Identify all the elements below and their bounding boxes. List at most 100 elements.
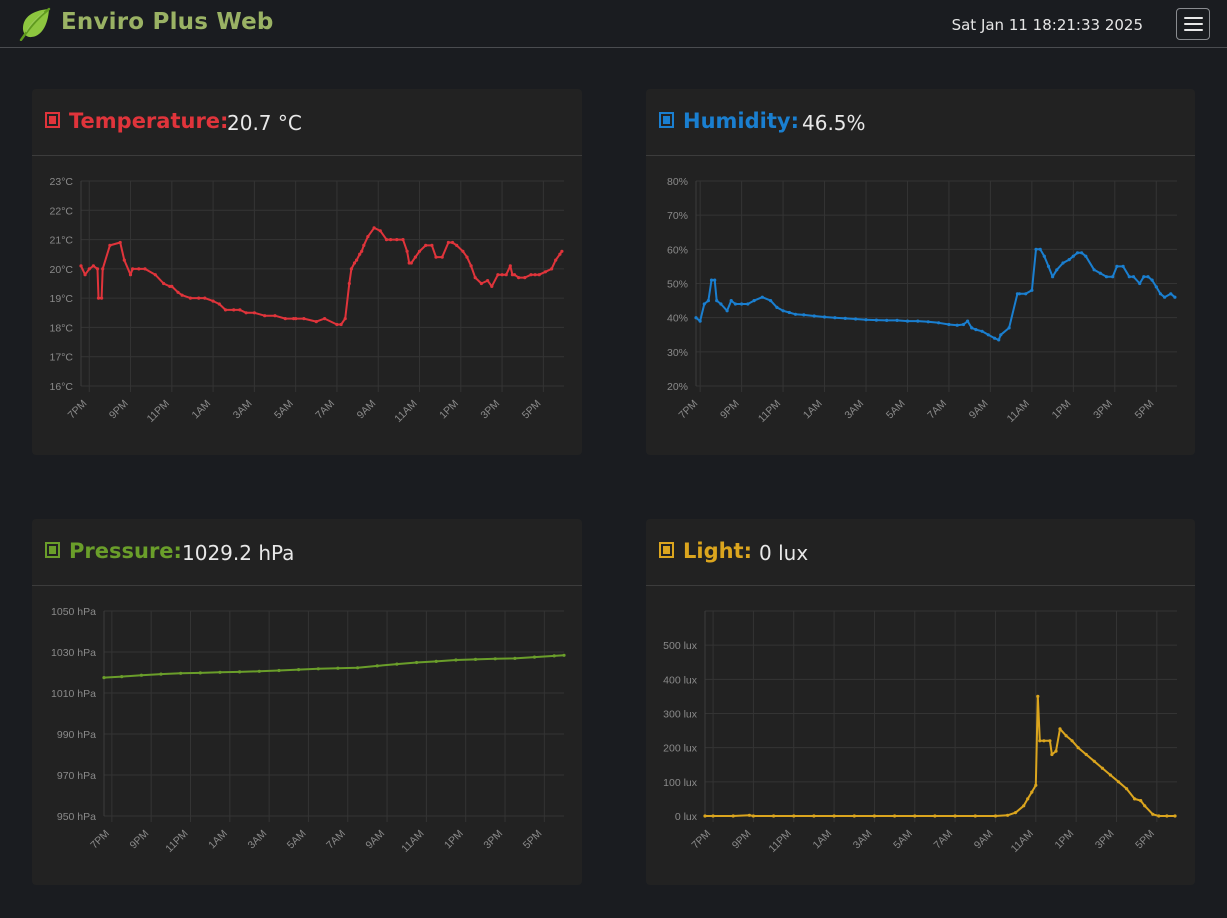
- data-point: [263, 314, 267, 318]
- x-tick-label: 3AM: [231, 398, 255, 422]
- data-point: [100, 296, 104, 300]
- app-title[interactable]: Enviro Plus Web: [61, 9, 274, 35]
- data-point: [787, 310, 791, 315]
- data-point: [552, 654, 556, 658]
- light-chart[interactable]: 500 lux 400 lux 300 lux 200 lux 100 lux 0 lux…: [646, 586, 1195, 885]
- x-tick-label: 1AM: [810, 828, 834, 852]
- data-point: [1084, 752, 1088, 757]
- y-tick-label: 0 lux: [675, 811, 698, 823]
- data-point: [1116, 780, 1121, 784]
- data-point: [747, 813, 751, 817]
- data-point: [355, 258, 359, 262]
- y-tick-label: 990 hPa: [57, 729, 96, 741]
- data-point: [1022, 804, 1026, 808]
- data-point: [986, 333, 990, 337]
- data-point: [508, 264, 512, 268]
- data-point: [1030, 790, 1034, 794]
- card-header: Pressure: 1029.2 hPa: [32, 519, 582, 586]
- x-tick-label: 7AM: [925, 398, 949, 422]
- data-point: [283, 317, 287, 321]
- data-point: [356, 666, 360, 670]
- data-point: [120, 675, 124, 679]
- data-point: [232, 308, 236, 312]
- data-point: [1125, 787, 1129, 791]
- data-point: [1061, 261, 1065, 265]
- light-label: Light:: [683, 539, 752, 563]
- data-point: [218, 670, 222, 674]
- data-point: [473, 276, 477, 280]
- data-point: [128, 273, 133, 277]
- data-point: [1067, 258, 1071, 262]
- humidity-card: Humidity: 46.5% 80% 70% 60% 50% 40% 30% 20% 7PM…: [646, 89, 1195, 455]
- card-header: Light: 0 lux: [646, 519, 1195, 586]
- data-point: [87, 267, 91, 271]
- humidity-label: Humidity:: [683, 109, 799, 133]
- data-point: [926, 320, 930, 324]
- x-tick-label: 7PM: [677, 398, 701, 422]
- data-point: [197, 296, 201, 300]
- x-tick-label: 9PM: [107, 398, 131, 422]
- data-point: [752, 299, 756, 303]
- light-card: Light: 0 lux 500 lux 400 lux 300 lux 200 lu…: [646, 519, 1195, 885]
- data-point: [1034, 247, 1038, 251]
- data-point: [740, 302, 744, 306]
- data-point: [362, 243, 366, 247]
- data-point: [378, 229, 382, 233]
- data-point: [1121, 264, 1125, 268]
- data-point: [1104, 275, 1109, 279]
- y-tick-label: 20%: [667, 381, 688, 393]
- x-tick-label: 9AM: [972, 828, 996, 852]
- data-point: [316, 667, 320, 671]
- x-tick-label: 5PM: [521, 828, 545, 852]
- data-point: [713, 278, 717, 282]
- y-tick-label: 100 lux: [663, 777, 698, 789]
- x-tick-label: 7PM: [689, 828, 713, 852]
- data-point: [1157, 814, 1161, 818]
- data-point: [961, 322, 966, 327]
- data-point: [973, 814, 977, 818]
- menu-toggle-button[interactable]: [1176, 8, 1210, 40]
- data-point: [893, 814, 897, 818]
- data-point: [375, 664, 379, 668]
- data-point: [1092, 268, 1096, 272]
- data-point: [323, 317, 327, 321]
- data-point: [997, 338, 1001, 342]
- data-point: [143, 267, 147, 271]
- data-point: [895, 318, 899, 322]
- data-point: [413, 255, 417, 259]
- x-tick-label: 7PM: [66, 398, 90, 422]
- data-point: [694, 316, 698, 320]
- data-point: [83, 273, 87, 277]
- data-point: [1007, 326, 1011, 330]
- x-tick-label: 7AM: [931, 828, 955, 852]
- data-point: [1064, 734, 1068, 738]
- data-point: [1050, 752, 1054, 757]
- y-tick-label: 19°C: [50, 293, 74, 305]
- data-point: [1034, 783, 1038, 787]
- x-tick-label: 3AM: [245, 828, 269, 852]
- data-point: [238, 308, 242, 312]
- data-point: [339, 322, 343, 327]
- x-tick-label: 1PM: [442, 828, 466, 852]
- y-tick-label: 500 lux: [663, 640, 698, 652]
- data-point: [461, 249, 465, 253]
- data-point: [733, 302, 737, 306]
- data-point: [1154, 285, 1158, 289]
- data-point: [793, 312, 798, 316]
- pressure-chart[interactable]: 1050 hPa 1030 hPa 1010 hPa 990 hPa 970 hPa 95…: [32, 586, 582, 885]
- data-point: [1014, 811, 1018, 815]
- data-point: [504, 273, 508, 277]
- data-point: [401, 238, 405, 242]
- humidity-chart[interactable]: 80% 70% 60% 50% 40% 30% 20% 7PM 9PM 11PM 1AM 3AM 5AM…: [646, 156, 1195, 455]
- x-tick-label: 1PM: [437, 398, 461, 422]
- data-point: [257, 669, 261, 673]
- x-tick-label: 1AM: [189, 398, 213, 422]
- data-point: [1006, 813, 1010, 817]
- temperature-chart[interactable]: 23°C 22°C 21°C 20°C 19°C 18°C 17°C 16°C 7PM 9PM 11…: [32, 156, 582, 455]
- data-point: [465, 255, 469, 259]
- data-point: [1055, 268, 1059, 272]
- y-tick-label: 30%: [667, 347, 688, 359]
- x-tick-label: 5AM: [891, 828, 915, 852]
- data-point: [905, 319, 910, 323]
- data-point: [970, 326, 974, 330]
